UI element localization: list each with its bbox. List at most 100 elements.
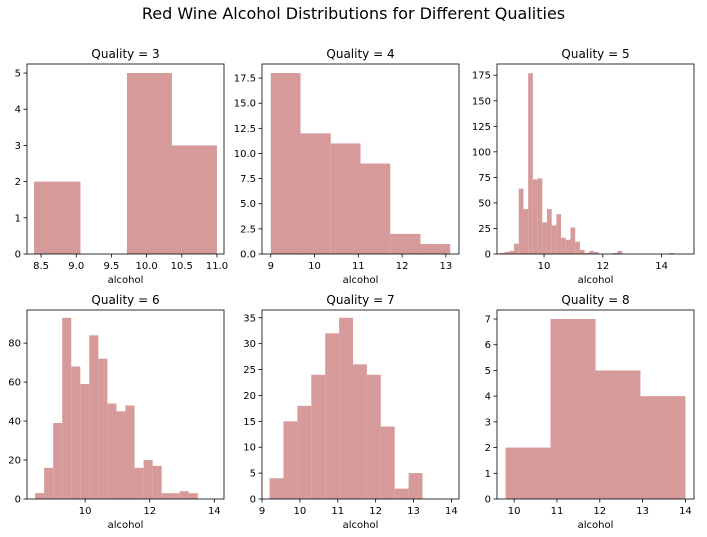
y-tick-label: 2 [15, 177, 21, 188]
histogram-bar [523, 209, 529, 254]
y-tick-label: 0 [15, 250, 21, 261]
subplot-title: Quality = 6 [91, 293, 159, 307]
x-tick-label: 9 [268, 261, 274, 272]
x-tick-label: 12 [369, 506, 382, 517]
histogram-bar [669, 252, 674, 254]
histogram-bar [550, 319, 596, 499]
histogram-bar [408, 473, 423, 499]
x-axis-label: alcohol [108, 520, 144, 531]
histogram-bar [152, 465, 162, 499]
histogram-bar [339, 317, 353, 499]
histogram-bar [297, 405, 312, 499]
histogram-bar [311, 374, 326, 499]
histogram-bar [537, 178, 543, 254]
histogram-bar [579, 249, 585, 254]
subplot-title: Quality = 7 [326, 293, 394, 307]
histogram-bar [589, 250, 595, 254]
histogram-bar [170, 493, 180, 499]
y-tick-label: 10 [243, 443, 256, 454]
histogram-bar [325, 333, 340, 499]
y-tick-label: 175 [472, 71, 491, 82]
y-tick-label: 125 [472, 122, 491, 133]
y-tick-label: 5 [250, 469, 256, 480]
x-axis-label: alcohol [108, 275, 144, 286]
x-tick-label: 11.0 [206, 261, 228, 272]
histogram-bar [594, 251, 599, 254]
histogram-bar [420, 243, 451, 254]
figure-title: Red Wine Alcohol Distributions for Diffe… [141, 4, 566, 23]
histogram-bar [612, 252, 618, 254]
y-tick-label: 1 [15, 213, 21, 224]
histogram-bar [366, 374, 381, 499]
histogram-bar [353, 364, 367, 499]
histogram-bar [532, 179, 538, 254]
y-tick-label: 25 [243, 365, 256, 376]
x-tick-label: 11 [352, 261, 365, 272]
x-tick-label: 10 [79, 506, 92, 517]
x-tick-label: 10 [308, 261, 321, 272]
y-tick-label: 2 [485, 443, 491, 454]
y-tick-label: 0 [485, 495, 491, 506]
y-tick-label: 5.0 [240, 199, 256, 210]
y-tick-label: 100 [472, 147, 491, 158]
histogram-bar [551, 225, 557, 254]
y-tick-label: 1 [485, 469, 491, 480]
y-tick-label: 15 [243, 417, 256, 428]
histogram-bar [542, 222, 547, 254]
histogram-bar [360, 163, 391, 254]
histogram-bar [89, 335, 99, 499]
axes-frame [261, 309, 460, 500]
y-tick-label: 6 [485, 340, 491, 351]
x-axis-label: alcohol [578, 520, 614, 531]
histogram-bar [143, 460, 153, 499]
histogram-bar [565, 239, 571, 254]
histogram-bar [575, 241, 580, 254]
histogram-bar [499, 252, 505, 254]
x-tick-label: 13 [636, 506, 649, 517]
histogram-bar [640, 396, 686, 499]
histogram-bar [505, 447, 551, 499]
histogram-bar [617, 250, 623, 254]
y-tick-label: 2.5 [240, 224, 256, 235]
x-axis-label: alcohol [343, 520, 379, 531]
histogram-bar [179, 491, 189, 499]
y-tick-label: 5 [485, 366, 491, 377]
histogram-bar [62, 317, 72, 499]
histogram-bar [283, 421, 298, 499]
histogram-bar [80, 384, 90, 499]
y-tick-label: 5 [15, 69, 21, 80]
x-axis-label: alcohol [343, 275, 379, 286]
y-tick-label: 150 [472, 96, 491, 107]
y-tick-label: 40 [8, 417, 21, 428]
x-tick-label: 12 [396, 261, 409, 272]
histogram-bar [330, 143, 361, 254]
histogram-bar [504, 251, 510, 254]
histogram-bar [107, 403, 117, 499]
histogram-bar [595, 370, 641, 499]
x-tick-label: 9 [259, 506, 265, 517]
subplot-4: 10 12 14 0 20 40 60 80 Quality = 6 alcohol [8, 293, 225, 531]
x-tick-label: 14 [679, 506, 692, 517]
x-tick-label: 11 [331, 506, 344, 517]
y-tick-label: 25 [478, 224, 491, 235]
histogram-bar [98, 358, 108, 499]
x-tick-label: 12 [143, 506, 156, 517]
histogram-bar [394, 488, 409, 499]
histogram-bar [171, 145, 217, 254]
histogram-bar [35, 493, 45, 499]
histogram-bar [34, 181, 81, 254]
histogram-bar [161, 493, 171, 499]
subplot-3: 10 12 14 0 25 50 75 100 125 150 175 Quality = 5 alco… [472, 47, 695, 286]
y-tick-label: 4 [15, 105, 21, 116]
histogram-bar [528, 73, 533, 254]
subplot-title: Quality = 5 [561, 47, 629, 61]
x-tick-label: 10 [508, 506, 521, 517]
y-tick-label: 3 [15, 141, 21, 152]
y-tick-label: 50 [478, 198, 491, 209]
histogram-bar [125, 405, 135, 499]
y-tick-label: 7 [485, 315, 491, 326]
histogram-bar [270, 73, 301, 254]
histogram-bar [300, 133, 331, 254]
histogram-bar [546, 209, 552, 254]
